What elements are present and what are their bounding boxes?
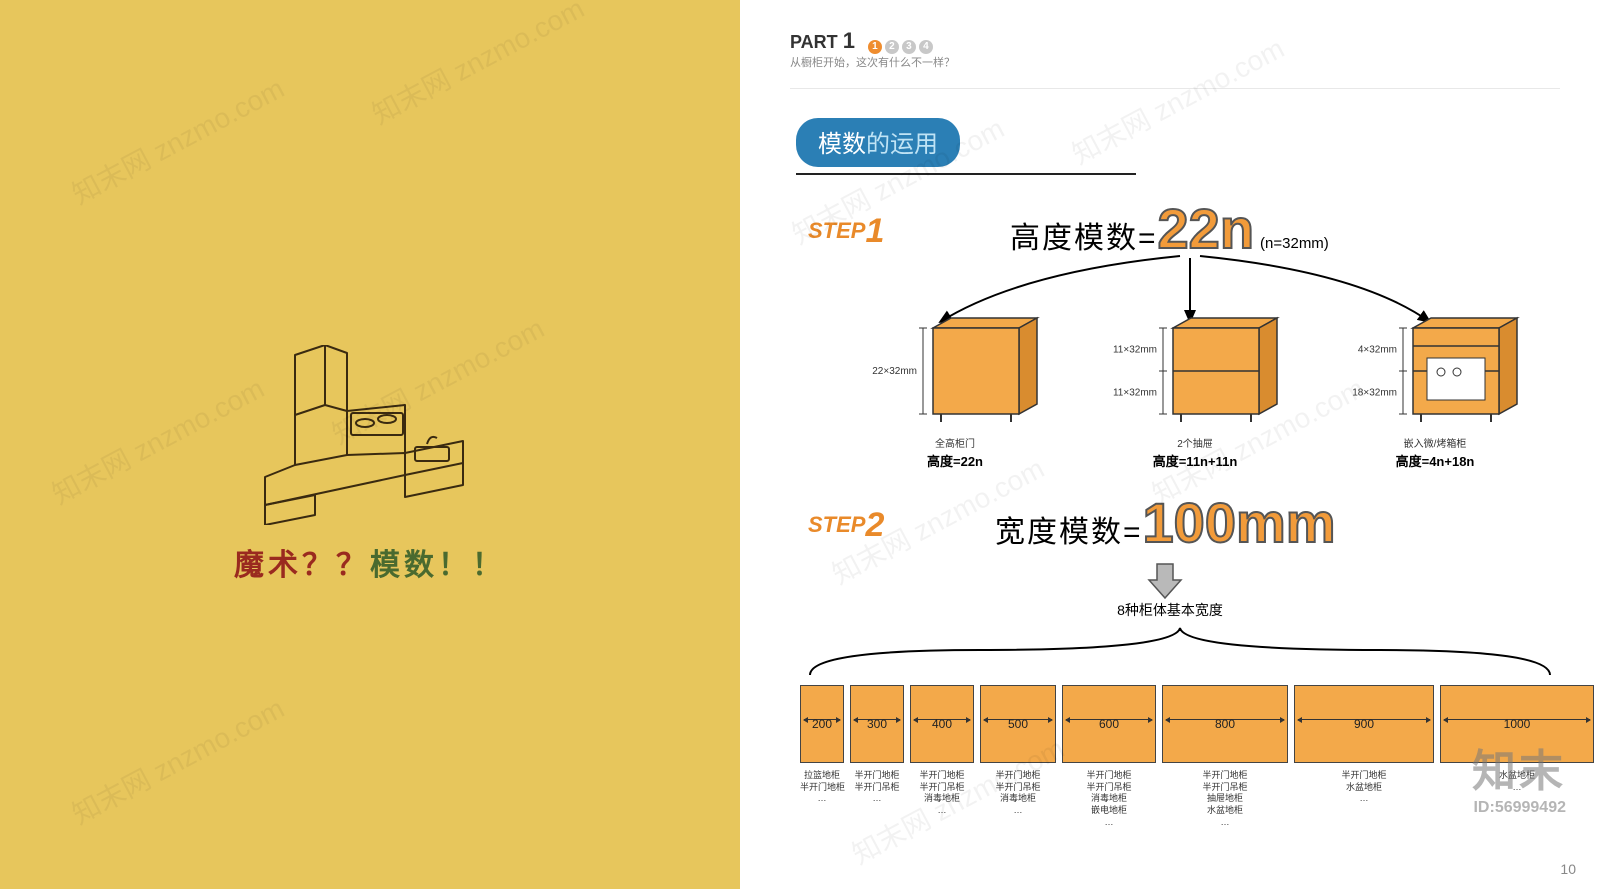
section-pill-wrap: 模数的运用 — [796, 118, 1136, 175]
title-module: 模数！！ — [370, 549, 506, 582]
step2-label: STEP2 — [808, 502, 884, 541]
width-block-200: 200 — [800, 685, 844, 763]
step1-label: STEP1 — [808, 208, 884, 247]
brace-icon — [800, 620, 1560, 680]
step2-text: STEP — [808, 512, 865, 537]
step2-formula-big: 100mm — [1143, 490, 1336, 555]
down-arrow-icon — [1145, 562, 1185, 602]
part-subtitle: 从橱柜开始，这次有什么不一样？ — [790, 54, 955, 70]
step1-formula-note: (n=32mm) — [1260, 235, 1329, 252]
part-number: 1 — [843, 28, 855, 53]
page-number: 10 — [1560, 861, 1576, 877]
step1-text: STEP — [808, 218, 865, 243]
cabinet-1-type: 全高柜门 — [855, 435, 1055, 450]
width-label-600: 半开门地柜 半开门吊柜 消毒地柜 嵌电地柜 … — [1062, 770, 1156, 828]
width-block-800: 800 — [1162, 685, 1288, 763]
width-label-300: 半开门地柜 半开门吊柜 … — [850, 770, 904, 828]
width-label-900: 半开门地柜 水盆地柜 … — [1294, 770, 1434, 828]
section-dot-3: 3 — [902, 40, 916, 54]
step1-formula-cn: 高度模数= — [1010, 213, 1158, 257]
left-page: 魔术？？模数！！ — [0, 0, 740, 889]
section-pill: 模数的运用 — [796, 118, 960, 167]
header-rule — [790, 88, 1560, 89]
cabinet-3: 4×32mm 18×32mm 嵌入微/烤箱柜高度=4n+18n — [1335, 316, 1535, 470]
part-header: PART 1 1234 — [790, 28, 936, 54]
width-label-800: 半开门地柜 半开门吊柜 抽屉地柜 水盆地柜 … — [1162, 770, 1288, 828]
svg-text:11×32mm: 11×32mm — [1113, 388, 1157, 399]
svg-text:4×32mm: 4×32mm — [1358, 345, 1397, 356]
step1-cabinets: 22×32mm 全高柜门高度=22n 11×32mm 11×32mm 2个抽屉高度=11… — [855, 316, 1535, 486]
width-block-900: 900 — [1294, 685, 1434, 763]
width-block-600: 600 — [1062, 685, 1156, 763]
cabinet-2-type: 2个抽屉 — [1095, 435, 1295, 450]
width-block-300: 300 — [850, 685, 904, 763]
pill-main: 模数 — [818, 131, 866, 158]
right-page: PART 1 1234 从橱柜开始，这次有什么不一样？ 模数的运用 STEP1 … — [740, 0, 1600, 889]
width-label-200: 拉篮地柜 半开门地柜 … — [800, 770, 844, 828]
width-block-400: 400 — [910, 685, 974, 763]
left-page-title: 魔术？？模数！！ — [0, 540, 740, 584]
step1-num: 1 — [865, 212, 884, 251]
title-magic: 魔术？？ — [234, 549, 370, 582]
pill-tail: 的运用 — [866, 131, 938, 158]
svg-text:22×32mm: 22×32mm — [872, 366, 917, 377]
cabinet-1-height: 高度=22n — [855, 451, 1055, 470]
section-dots: 1234 — [868, 33, 936, 54]
part-label: PART — [790, 32, 838, 52]
section-dot-1: 1 — [868, 40, 882, 54]
section-dot-2: 2 — [885, 40, 899, 54]
step2-formula: 宽度模数= 100mm — [995, 490, 1336, 555]
cabinet-2: 11×32mm 11×32mm 2个抽屉高度=11n+11n — [1095, 316, 1295, 470]
step2-formula-cn: 宽度模数= — [995, 507, 1143, 551]
cabinet-2-height: 高度=11n+11n — [1095, 451, 1295, 470]
widths-title: 8种柜体基本宽度 — [740, 600, 1600, 620]
width-block-500: 500 — [980, 685, 1056, 763]
kitchen-sketch — [255, 345, 485, 525]
svg-text:18×32mm: 18×32mm — [1352, 388, 1397, 399]
svg-text:11×32mm: 11×32mm — [1113, 345, 1157, 356]
cabinet-1: 22×32mm 全高柜门高度=22n — [855, 316, 1055, 470]
watermark-id: ID:56999492 — [1472, 799, 1566, 817]
watermark-brand: 知末 — [1472, 735, 1566, 799]
pill-underline — [796, 173, 1136, 175]
step2-num: 2 — [865, 506, 884, 545]
watermark-corner: 知末 ID:56999492 — [1472, 735, 1566, 817]
cabinet-3-type: 嵌入微/烤箱柜 — [1335, 435, 1535, 450]
width-label-400: 半开门地柜 半开门吊柜 消毒地柜 … — [910, 770, 974, 828]
section-dot-4: 4 — [919, 40, 933, 54]
width-label-500: 半开门地柜 半开门吊柜 消毒地柜 … — [980, 770, 1056, 828]
cabinet-3-height: 高度=4n+18n — [1335, 451, 1535, 470]
